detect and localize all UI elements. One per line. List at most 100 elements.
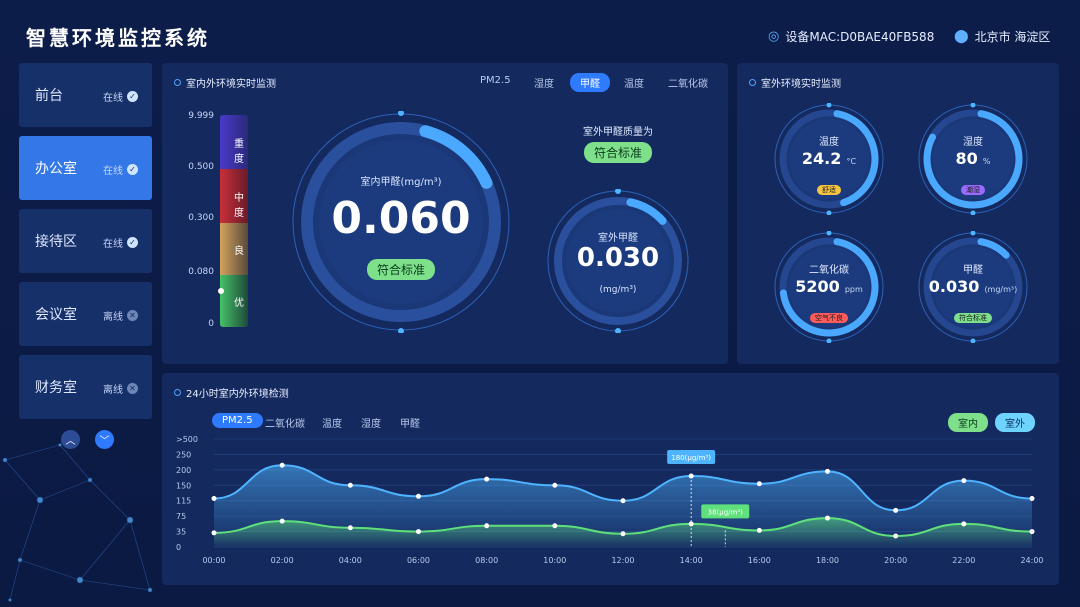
outside-gauge-ring xyxy=(918,230,1028,344)
outside-gauge-value: 0.030 (mg/m³) xyxy=(928,277,1018,296)
data-point[interactable] xyxy=(825,515,830,521)
monitor-tab[interactable]: 甲醛 xyxy=(570,73,610,92)
online-check-icon: ✓ xyxy=(127,91,138,102)
sidebar-item[interactable]: 前台 在线 ✓ xyxy=(19,63,152,127)
trend-tab[interactable]: 二氧化碳 xyxy=(265,419,305,430)
data-point[interactable] xyxy=(893,533,899,539)
online-check-icon: ✓ xyxy=(127,164,138,175)
outside-gauge: 二氧化碳 5200 ppm 空气不良 xyxy=(773,230,885,344)
scroll-up-button[interactable]: ︿ xyxy=(61,430,80,449)
data-point[interactable] xyxy=(279,518,285,524)
data-point[interactable] xyxy=(552,482,558,488)
sidebar-item-status: 在线 ✓ xyxy=(103,89,138,104)
outdoor-gauge xyxy=(547,189,689,333)
outside-gauge-label: 湿度 xyxy=(963,137,983,148)
outside-gauge-value: 24.2 °C xyxy=(801,149,857,168)
data-point[interactable] xyxy=(211,530,217,536)
tooltip-text: 38(μg/m³) xyxy=(708,508,744,516)
outside-gauge-badge: 空气不良 xyxy=(773,305,885,324)
monitor-tab[interactable]: 温度 xyxy=(624,79,644,90)
data-point[interactable] xyxy=(688,521,694,527)
x-tick-label: 16:00 xyxy=(748,556,771,565)
data-point[interactable] xyxy=(484,476,490,482)
outside-gauge: 温度 24.2 °C 舒适 xyxy=(773,102,885,216)
x-tick-label: 14:00 xyxy=(680,556,703,565)
sidebar-item-name: 财务室 xyxy=(35,380,77,396)
outside-gauge-badge: 符合标准 xyxy=(917,305,1029,324)
outside-panel-title: 室外环境实时监测 xyxy=(749,75,841,90)
data-point[interactable] xyxy=(961,521,967,527)
outside-gauge-label: 二氧化碳 xyxy=(809,265,849,276)
outside-gauge-badge: 潮湿 xyxy=(917,177,1029,196)
x-tick-label: 06:00 xyxy=(407,556,430,565)
sidebar-item-name: 会议室 xyxy=(35,307,77,323)
data-point[interactable] xyxy=(893,507,899,513)
data-point[interactable] xyxy=(688,473,694,479)
data-point[interactable] xyxy=(279,462,285,468)
trend-tab[interactable]: 湿度 xyxy=(361,419,381,430)
outside-gauge-ring xyxy=(774,230,884,344)
level-excellent: 优 xyxy=(220,275,248,327)
monitor-panel: 室内外环境实时监测 PM2.5 湿度 甲醛 温度 二氧化碳 9.999 0.500 0.30… xyxy=(162,63,728,364)
data-point[interactable] xyxy=(211,496,217,502)
sidebar-item[interactable]: 财务室 离线 ✕ xyxy=(19,355,152,419)
outside-panel: 室外环境实时监测 温度 24.2 °C 舒适 湿度 80 % 潮湿 二氧化碳 5200 ppm… xyxy=(737,63,1059,364)
data-point[interactable] xyxy=(620,498,626,504)
data-point[interactable] xyxy=(347,525,353,531)
trend-tab[interactable]: 甲醛 xyxy=(400,419,420,430)
data-point[interactable] xyxy=(1029,529,1035,535)
scale-tick-label: 0.300 xyxy=(188,213,214,223)
tooltip-box xyxy=(667,450,716,465)
data-point[interactable] xyxy=(1029,496,1035,502)
sidebar-item-status: 在线 ✓ xyxy=(103,162,138,177)
data-point[interactable] xyxy=(961,478,967,484)
legend-outdoor-button[interactable]: 室外 xyxy=(995,413,1035,432)
trend-tab[interactable]: PM2.5 xyxy=(212,413,263,428)
data-point[interactable] xyxy=(756,481,762,487)
y-tick-label: 75 xyxy=(176,512,186,521)
x-tick-label: 08:00 xyxy=(475,556,498,565)
data-point[interactable] xyxy=(484,523,490,529)
outside-gauge-value: 5200 ppm xyxy=(795,277,863,296)
monitor-tab[interactable]: PM2.5 xyxy=(480,75,511,86)
monitor-tab[interactable]: 湿度 xyxy=(534,79,554,90)
data-point[interactable] xyxy=(347,482,353,488)
data-point[interactable] xyxy=(620,531,626,537)
y-tick-label: 250 xyxy=(176,450,191,459)
trend-panel: 24小时室内外环境检测 PM2.5 二氧化碳 温度 湿度 甲醛 室内 室外 >500 25… xyxy=(162,373,1059,585)
data-point[interactable] xyxy=(552,523,558,529)
level-moderate: 中度 xyxy=(220,169,248,223)
indoor-label: 室内甲醛(mg/m³) xyxy=(360,177,442,188)
data-point[interactable] xyxy=(756,527,762,533)
x-tick-label: 04:00 xyxy=(339,556,362,565)
outside-gauge-label: 温度 xyxy=(819,137,839,148)
sidebar-item[interactable]: 会议室 离线 ✕ xyxy=(19,282,152,346)
online-check-icon: ✓ xyxy=(127,237,138,248)
outdoor-unit: (mg/m³) xyxy=(599,285,637,295)
sidebar-item-name: 接待区 xyxy=(35,234,77,250)
location-pin-icon: ⬤ xyxy=(954,29,969,44)
outdoor-quality-badge: 符合标准 xyxy=(568,142,668,163)
indoor-value: 0.060 xyxy=(331,193,471,244)
sidebar-item[interactable]: 办公室 在线 ✓ xyxy=(19,136,152,200)
title-dot-icon xyxy=(174,79,181,86)
title-dot-icon xyxy=(749,79,756,86)
data-point[interactable] xyxy=(825,468,830,474)
scroll-down-button[interactable]: ﹀ xyxy=(95,430,114,449)
monitor-tab[interactable]: 二氧化碳 xyxy=(668,79,708,90)
app-title: 智慧环境监控系统 xyxy=(26,26,210,50)
title-dot-icon xyxy=(174,389,181,396)
x-tick-label: 02:00 xyxy=(271,556,294,565)
x-tick-label: 00:00 xyxy=(202,556,225,565)
data-point[interactable] xyxy=(416,529,421,535)
x-tick-label: 10:00 xyxy=(543,556,566,565)
offline-x-icon: ✕ xyxy=(127,310,138,321)
tooltip-box xyxy=(701,504,750,519)
data-point[interactable] xyxy=(416,493,421,499)
trend-tab[interactable]: 温度 xyxy=(322,419,342,430)
legend-indoor-button[interactable]: 室内 xyxy=(948,413,988,432)
y-tick-label: 115 xyxy=(176,497,191,506)
y-tick-label: 200 xyxy=(176,466,191,475)
sidebar-item-status: 离线 ✕ xyxy=(103,381,138,396)
sidebar-item[interactable]: 接待区 在线 ✓ xyxy=(19,209,152,273)
